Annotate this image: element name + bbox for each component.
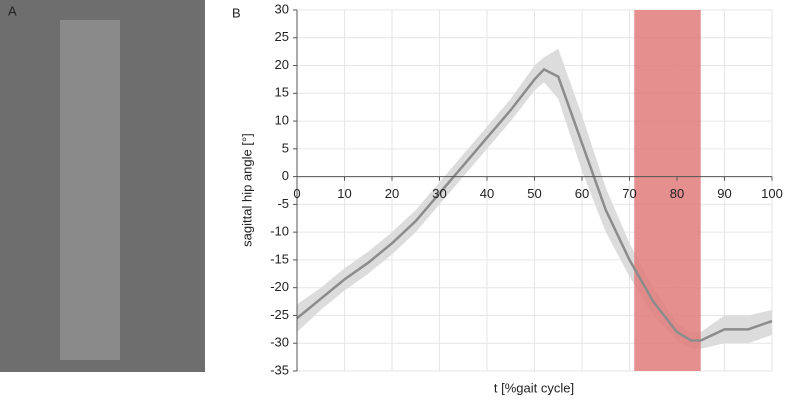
y-tick-label: -5 [277,196,289,211]
y-axis-label: sagittal hip angle [°] [239,133,254,247]
x-tick-label: 60 [575,186,589,201]
x-tick-label: 100 [761,186,783,201]
y-tick-label: -25 [270,307,289,322]
x-tick-label: 20 [385,186,399,201]
x-axis-label: t [%gait cycle] [494,380,574,395]
band [297,48,772,349]
y-tick-label: -10 [270,224,289,239]
x-tick-label: 40 [480,186,494,201]
y-tick-label: -15 [270,251,289,266]
y-tick-label: 25 [275,29,289,44]
x-tick-label: 10 [337,186,351,201]
x-tick-label: 90 [717,186,731,201]
y-tick-label: 20 [275,57,289,72]
highlight-span [634,10,701,371]
y-tick-label: -20 [270,279,289,294]
y-tick-label: 15 [275,85,289,100]
line [296,67,773,342]
y-tick-label: 0 [282,168,289,183]
panel-label: B [232,5,241,20]
y-tick-label: 5 [282,140,289,155]
photo-figure [60,20,120,360]
y-tick-label: 30 [275,1,289,16]
x-tick-label: 70 [622,186,636,201]
x-tick-label: 30 [432,186,446,201]
x-tick-label: 50 [527,186,541,201]
x-tick-label: 0 [293,186,300,201]
y-tick-label: 10 [275,113,289,128]
x-tick-label: 80 [670,186,684,201]
y-tick-label: -30 [270,335,289,350]
panel-label: A [8,3,17,18]
y-tick-label: -35 [270,362,289,377]
